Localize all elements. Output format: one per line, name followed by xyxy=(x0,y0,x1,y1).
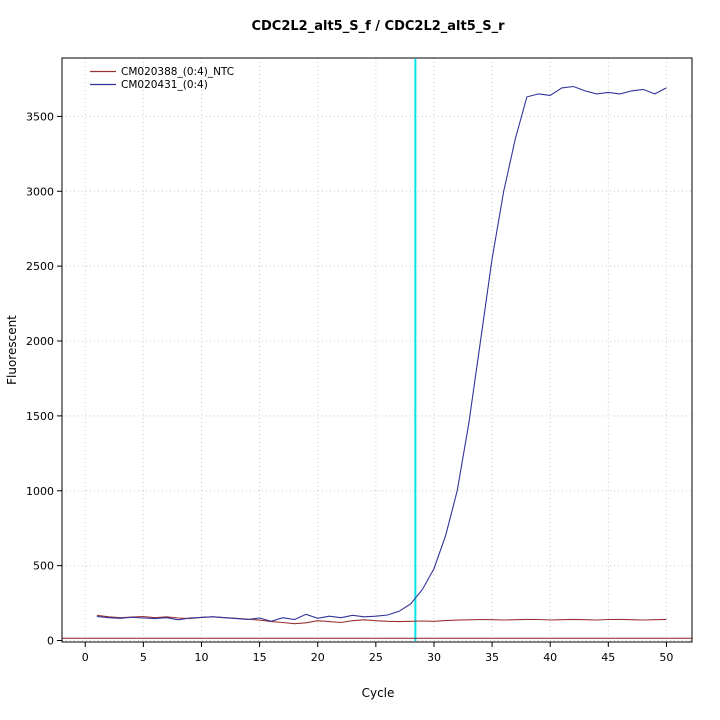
x-tick-label: 50 xyxy=(659,651,673,664)
y-tick-label: 3500 xyxy=(26,110,54,123)
y-tick-label: 2000 xyxy=(26,335,54,348)
y-axis-label: Fluorescent xyxy=(5,315,19,385)
x-tick-label: 10 xyxy=(194,651,208,664)
x-axis-label: Cycle xyxy=(362,686,395,700)
x-tick-label: 35 xyxy=(485,651,499,664)
x-tick-label: 20 xyxy=(311,651,325,664)
y-tick-label: 2500 xyxy=(26,260,54,273)
x-tick-label: 0 xyxy=(82,651,89,664)
legend-label: CM020388_(0:4)_NTC xyxy=(121,66,234,78)
plot-content: 0 5 10 15 20 25 30 35 40 45 5005001000150020002500… xyxy=(26,57,693,664)
legend-label: CM020431_(0:4) xyxy=(121,79,208,91)
y-tick-label: 1000 xyxy=(26,485,54,498)
y-tick-label: 1500 xyxy=(26,410,54,423)
chart-title: CDC2L2_alt5_S_f / CDC2L2_alt5_S_r xyxy=(251,19,505,34)
x-tick-label: 15 xyxy=(253,651,267,664)
x-tick-label: 40 xyxy=(543,651,557,664)
y-tick-label: 3000 xyxy=(26,185,54,198)
x-tick-label: 25 xyxy=(369,651,383,664)
y-tick-label: 0 xyxy=(47,635,54,648)
y-tick-label: 500 xyxy=(33,560,54,573)
series-line-1 xyxy=(96,85,667,622)
x-tick-label: 5 xyxy=(140,651,147,664)
plot-border xyxy=(61,57,693,643)
x-tick-label: 30 xyxy=(427,651,441,664)
x-tick-label: 45 xyxy=(601,651,615,664)
